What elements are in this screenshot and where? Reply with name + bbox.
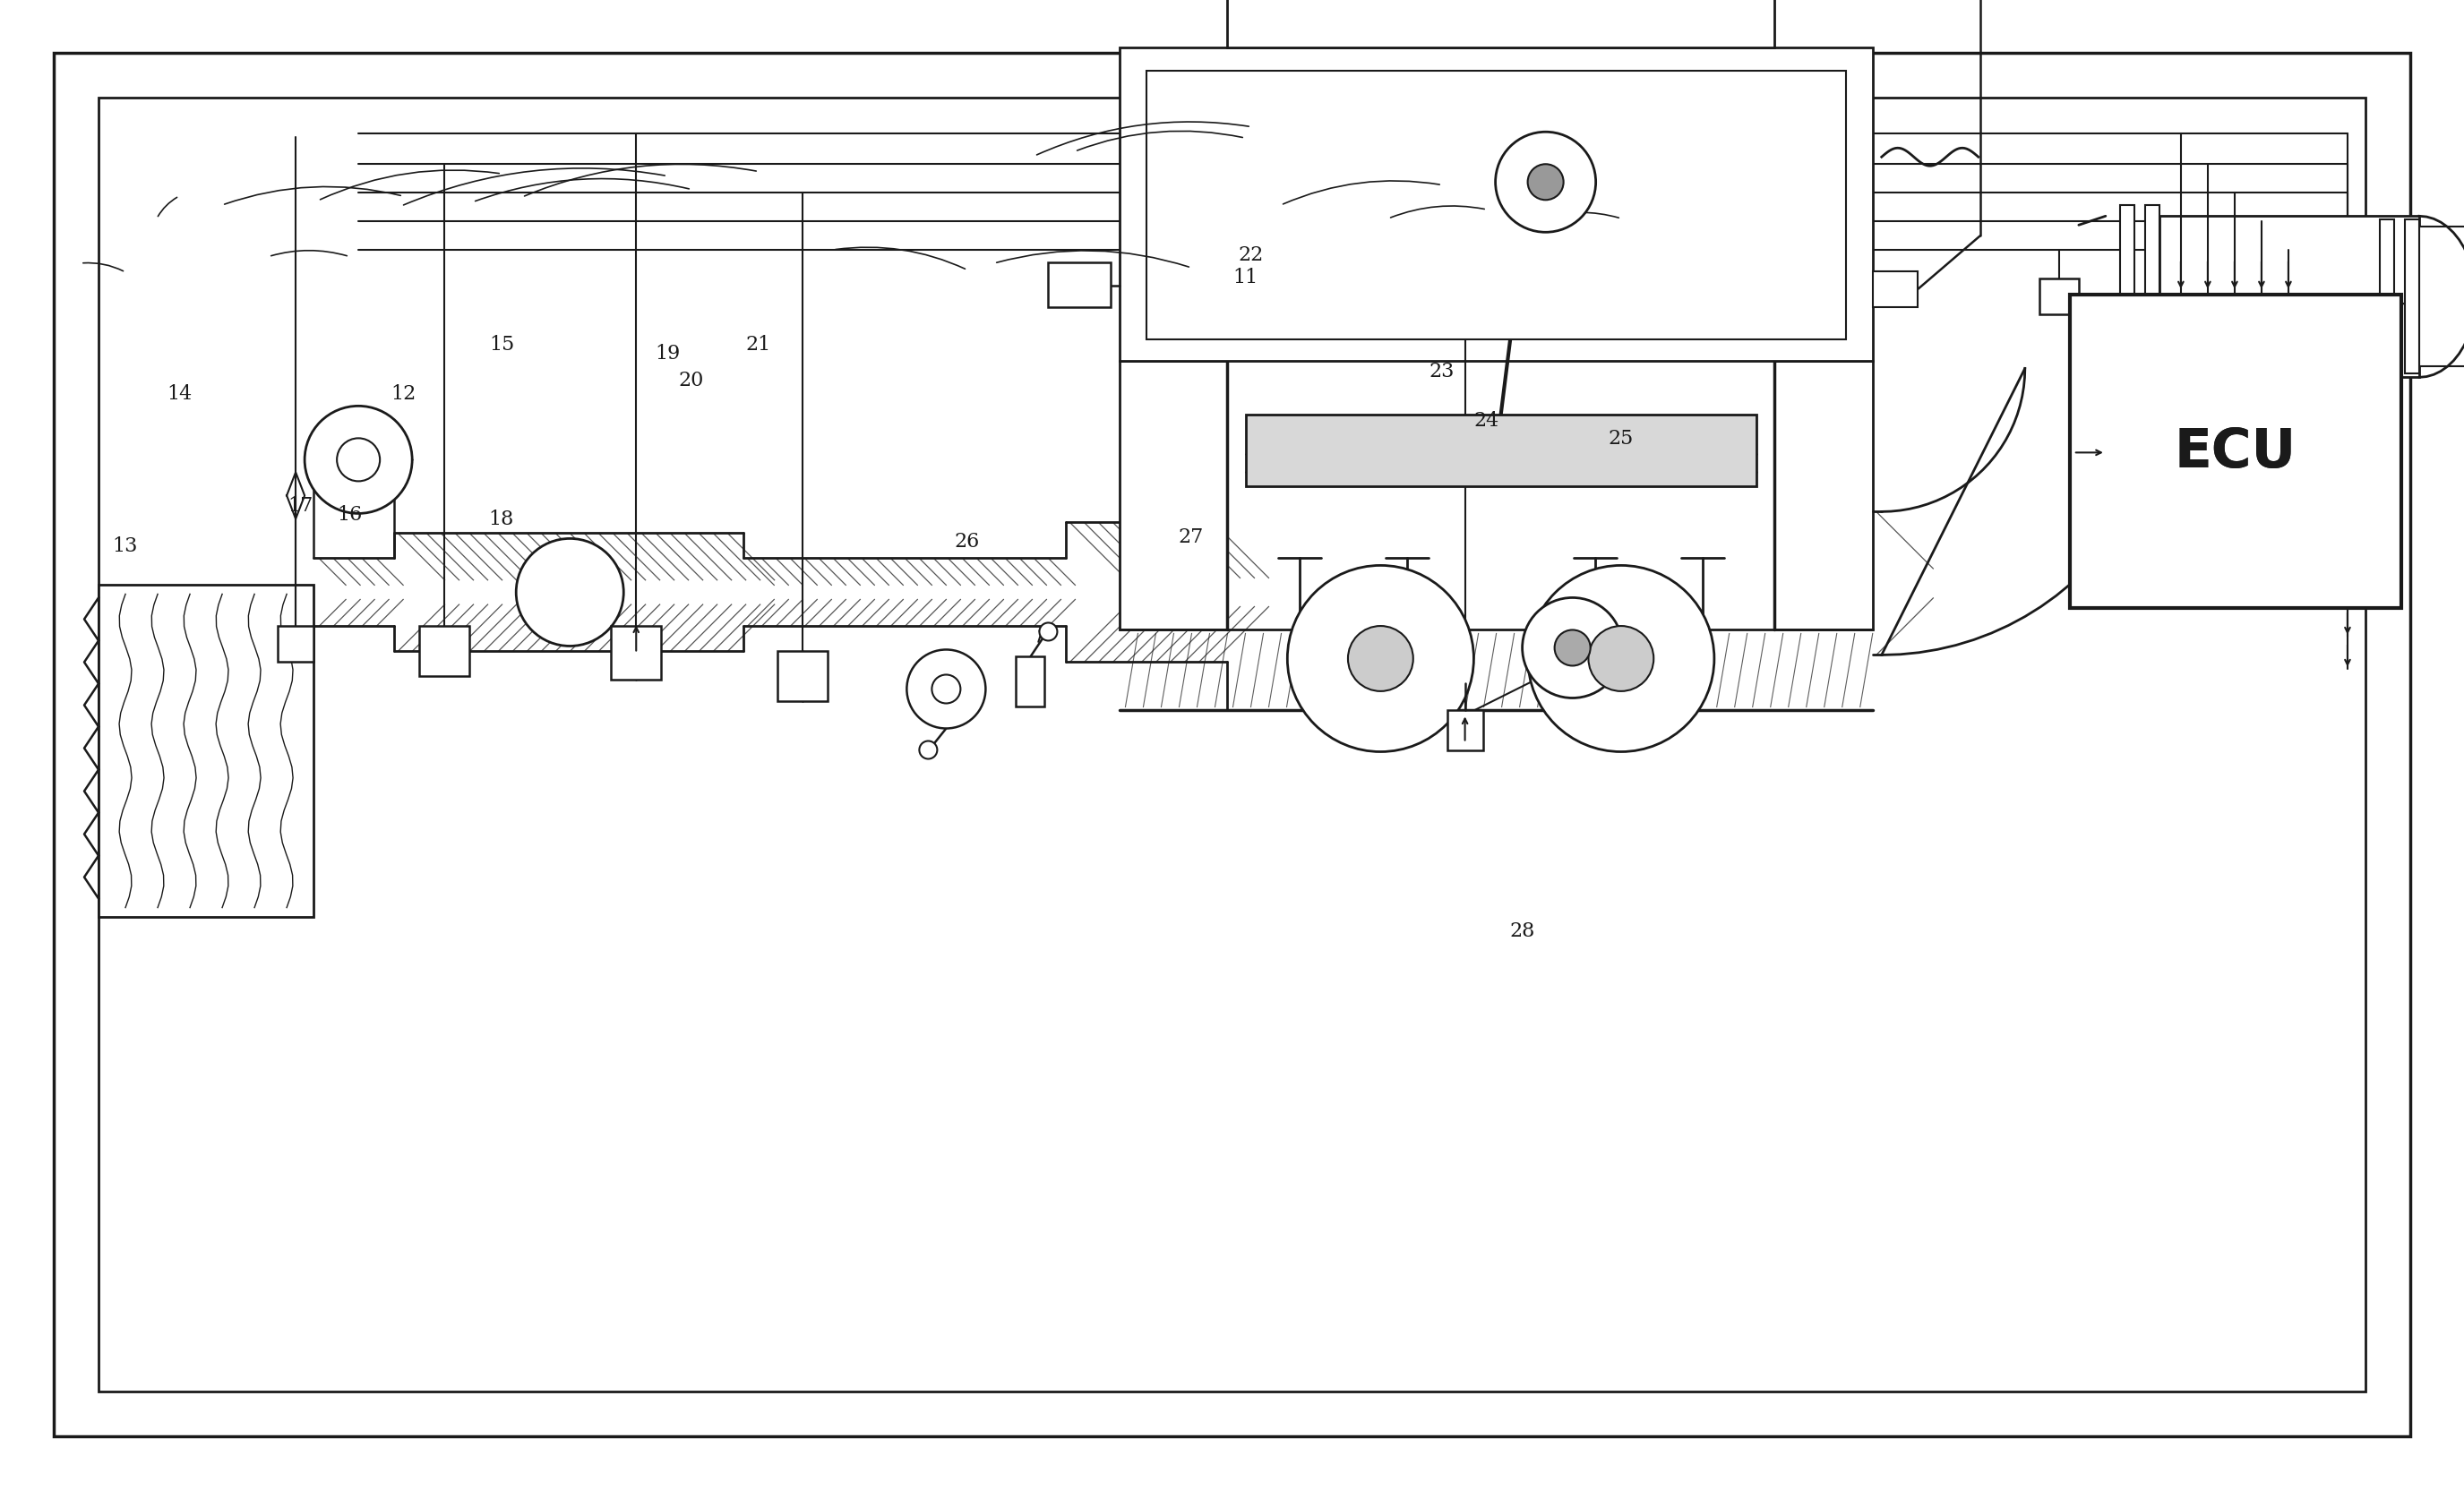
Text: 13: 13 [113,536,138,556]
Text: 24: 24 [1473,411,1501,431]
Bar [1774,362,1873,630]
Bar [1227,0,1774,49]
Bar [2119,206,2134,389]
Bar [1015,657,1045,708]
Bar [611,627,660,681]
Text: ECU: ECU [2176,426,2296,478]
Circle shape [1040,623,1057,641]
Bar [1244,416,1757,487]
Circle shape [1523,597,1624,699]
Text: 11: 11 [1232,268,1257,288]
Text: 21: 21 [747,335,771,355]
Circle shape [306,407,411,514]
Bar [1146,72,1846,340]
Circle shape [1286,566,1473,752]
Bar [2380,221,2395,374]
Circle shape [1528,165,1565,201]
Circle shape [1555,630,1589,666]
Circle shape [1496,133,1597,232]
Bar [779,653,828,702]
Text: 18: 18 [488,510,515,529]
Text: 16: 16 [338,505,362,524]
Circle shape [338,440,379,481]
Bar [99,98,2365,1392]
Text: 26: 26 [954,532,981,551]
Text: 14: 14 [168,384,192,404]
Bar [2158,218,2420,378]
Text: 12: 12 [389,384,416,404]
Circle shape [515,539,623,647]
Bar [99,586,313,916]
Circle shape [1528,566,1715,752]
Text: 27: 27 [1178,527,1205,547]
Bar [2405,221,2420,374]
Bar [2070,295,2402,609]
Circle shape [1589,626,1653,691]
Text: 17: 17 [288,496,313,516]
Bar [1446,711,1483,751]
Text: 20: 20 [678,371,705,390]
Bar [1121,49,1873,362]
Bar [2146,206,2158,389]
Circle shape [919,742,936,760]
Bar [278,627,313,663]
Circle shape [1348,626,1414,691]
Text: ECU: ECU [2176,426,2296,478]
Text: 19: 19 [655,344,680,364]
Text: 23: 23 [1429,362,1454,381]
Circle shape [907,650,986,729]
Bar [419,627,471,676]
Bar [1121,362,1227,630]
Bar [1047,264,1111,308]
Bar [1873,273,1917,308]
Bar [2040,280,2080,316]
Text: 28: 28 [1510,921,1535,940]
Text: 25: 25 [1609,429,1634,448]
Circle shape [931,675,961,703]
Bar [2420,228,2464,367]
Text: 15: 15 [488,335,515,355]
Text: 22: 22 [1239,246,1264,265]
